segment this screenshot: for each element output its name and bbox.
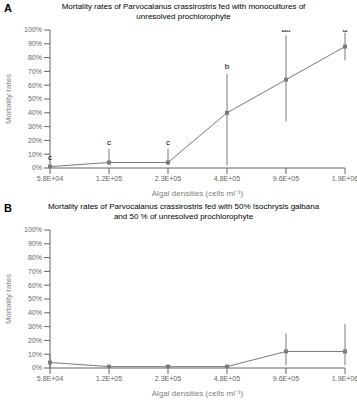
- svg-text:c: c: [48, 153, 52, 162]
- svg-text:5.8E+04: 5.8E+04: [37, 375, 63, 382]
- html-text:Mortality rates of Parvocalanu: Mortality rates of Parvocalanus crassiro…: [47, 202, 320, 221]
- svg-text:60%: 60%: [28, 282, 42, 289]
- svg-text:Mortality rates: Mortality rates: [8, 274, 13, 324]
- svg-text:b: b: [225, 62, 230, 71]
- svg-text:2.3E+05: 2.3E+05: [155, 175, 181, 182]
- svg-text:50%: 50%: [28, 295, 42, 302]
- svg-text:0%: 0%: [32, 164, 42, 171]
- svg-text:80%: 80%: [28, 254, 42, 261]
- svg-text:30%: 30%: [28, 323, 42, 330]
- svg-text:10%: 10%: [28, 351, 42, 358]
- html-text:A: A: [4, 2, 12, 14]
- svg-text:70%: 70%: [28, 268, 42, 275]
- svg-text:ab: ab: [282, 30, 291, 34]
- svg-text:2.3E+05: 2.3E+05: [155, 375, 181, 382]
- html-text:B: B: [4, 202, 12, 214]
- svg-text:1.2E+05: 1.2E+05: [96, 175, 122, 182]
- svg-text:Algal densities (cells ml⁻¹): Algal densities (cells ml⁻¹): [152, 389, 244, 398]
- svg-text:0%: 0%: [32, 364, 42, 371]
- svg-text:c: c: [107, 138, 111, 147]
- svg-text:30%: 30%: [28, 123, 42, 130]
- html-text:Mortality rates of Parvocalanu: Mortality rates of Parvocalanus crassiro…: [61, 2, 306, 21]
- svg-text:20%: 20%: [28, 337, 42, 344]
- svg-text:Mortality rates: Mortality rates: [8, 74, 13, 124]
- svg-text:60%: 60%: [28, 82, 42, 89]
- svg-text:100%: 100%: [24, 26, 42, 33]
- svg-text:40%: 40%: [28, 309, 42, 316]
- svg-text:100%: 100%: [24, 226, 42, 233]
- svg-text:40%: 40%: [28, 109, 42, 116]
- svg-text:80%: 80%: [28, 54, 42, 61]
- svg-text:20%: 20%: [28, 137, 42, 144]
- svg-text:70%: 70%: [28, 68, 42, 75]
- svg-text:a: a: [343, 30, 348, 34]
- svg-text:4.8E+05: 4.8E+05: [214, 375, 240, 382]
- svg-text:9.6E+05: 9.6E+05: [273, 175, 299, 182]
- svg-text:5.8E+04: 5.8E+04: [37, 175, 63, 182]
- svg-text:10%: 10%: [28, 151, 42, 158]
- svg-text:90%: 90%: [28, 240, 42, 247]
- svg-text:1.9E+06: 1.9E+06: [332, 375, 349, 382]
- svg-text:c: c: [166, 138, 170, 147]
- svg-text:9.6E+05: 9.6E+05: [273, 375, 299, 382]
- svg-text:50%: 50%: [28, 95, 42, 102]
- svg-text:4.8E+05: 4.8E+05: [214, 175, 240, 182]
- svg-text:90%: 90%: [28, 40, 42, 47]
- svg-text:1.9E+06: 1.9E+06: [332, 175, 349, 182]
- svg-text:1.2E+05: 1.2E+05: [96, 375, 122, 382]
- svg-text:Algal densities (cells ml⁻¹): Algal densities (cells ml⁻¹): [152, 189, 244, 198]
